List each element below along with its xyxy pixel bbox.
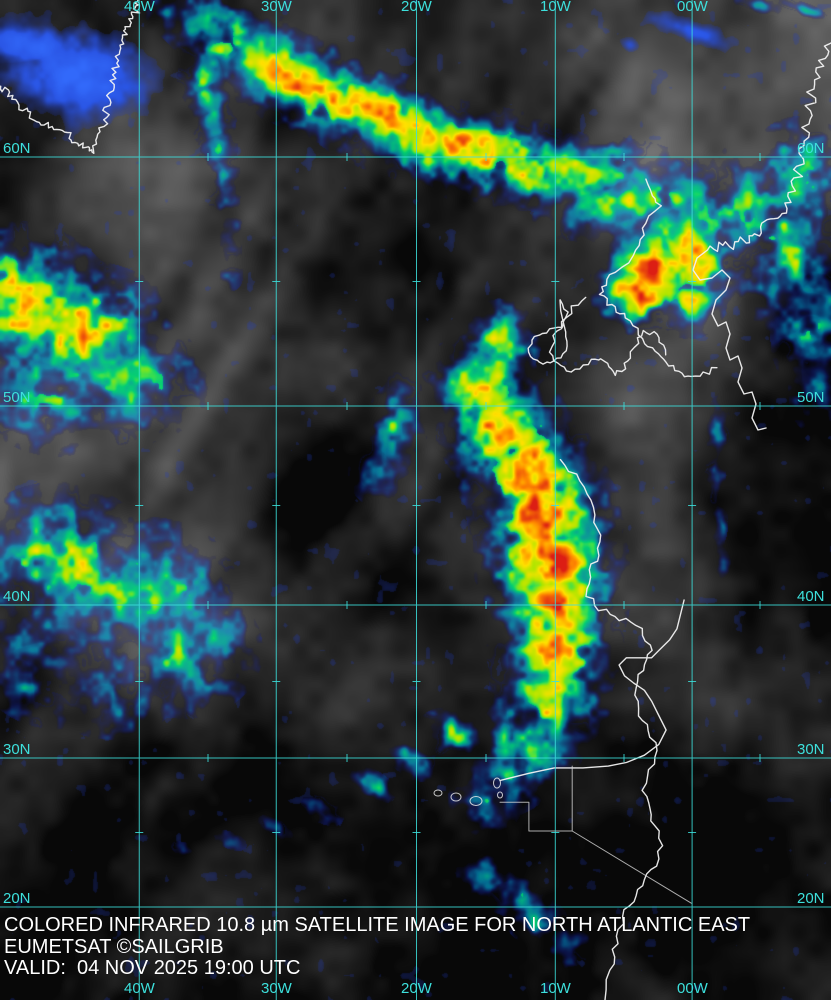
svg-text:00W: 00W xyxy=(677,980,709,997)
svg-text:40W: 40W xyxy=(124,0,156,15)
svg-text:50N: 50N xyxy=(797,389,825,406)
svg-text:30N: 30N xyxy=(3,741,31,758)
svg-text:10W: 10W xyxy=(540,980,572,997)
svg-text:10W: 10W xyxy=(540,0,572,15)
svg-text:40N: 40N xyxy=(3,588,31,605)
svg-text:20N: 20N xyxy=(3,890,31,907)
svg-text:20N: 20N xyxy=(797,890,825,907)
svg-text:60N: 60N xyxy=(3,140,31,157)
svg-text:30W: 30W xyxy=(261,980,293,997)
svg-text:20W: 20W xyxy=(401,980,433,997)
svg-text:50N: 50N xyxy=(3,389,31,406)
svg-text:40W: 40W xyxy=(124,980,156,997)
svg-text:40N: 40N xyxy=(797,588,825,605)
svg-text:30N: 30N xyxy=(797,741,825,758)
svg-text:30W: 30W xyxy=(261,0,293,15)
svg-text:20W: 20W xyxy=(401,0,433,15)
svg-text:00W: 00W xyxy=(677,0,709,15)
svg-text:60N: 60N xyxy=(797,140,825,157)
